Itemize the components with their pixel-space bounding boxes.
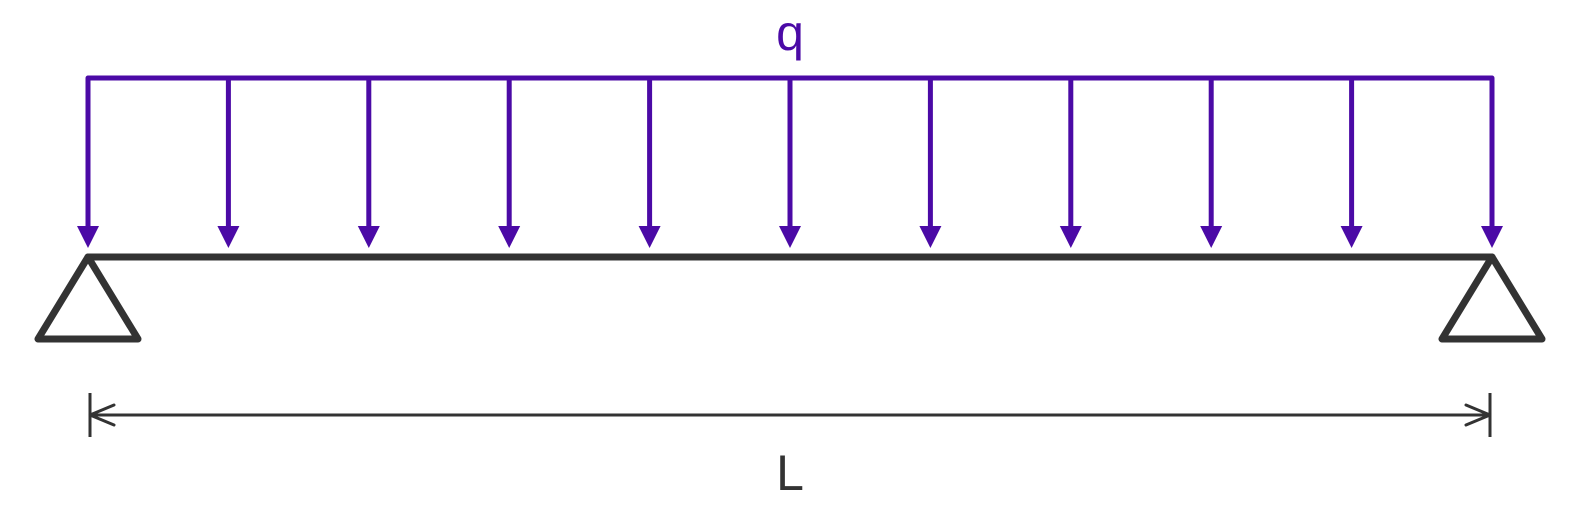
udl-arrow (779, 78, 801, 248)
udl-arrow (1060, 78, 1082, 248)
udl-arrow (1341, 78, 1363, 248)
udl-arrow (1481, 78, 1503, 248)
load-label: q (776, 5, 804, 61)
udl-arrow (919, 78, 941, 248)
udl-arrow (498, 78, 520, 248)
beam-diagram: qL (0, 0, 1579, 514)
dimension-label: L (776, 445, 804, 501)
udl-arrow (1200, 78, 1222, 248)
support-right (1442, 257, 1542, 339)
dimension-line (90, 393, 1490, 437)
udl-arrow (77, 78, 99, 248)
udl-arrow (217, 78, 239, 248)
support-left (38, 257, 138, 339)
udl-arrow (358, 78, 380, 248)
udl-arrow (639, 78, 661, 248)
